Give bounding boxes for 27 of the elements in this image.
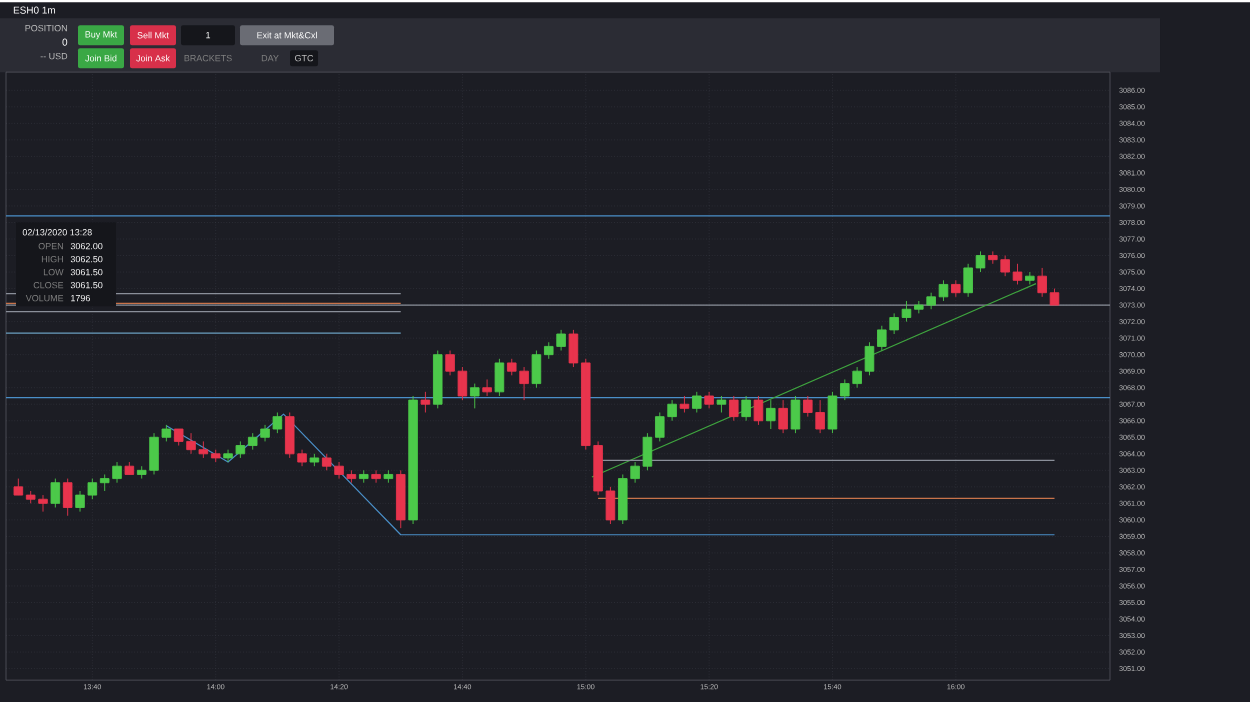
candlestick (778, 399, 788, 434)
candlestick (692, 391, 702, 413)
candlestick (371, 469, 381, 484)
candlestick (704, 391, 714, 409)
candlestick (358, 469, 369, 484)
candlestick (309, 453, 320, 467)
candlestick (741, 395, 751, 422)
candlestick (1025, 271, 1035, 285)
candlestick (494, 358, 505, 397)
candlestick (729, 395, 739, 422)
candlestick (383, 469, 394, 484)
line-series (165, 413, 1056, 536)
candlestick (50, 478, 61, 508)
candlestick (395, 469, 406, 529)
candlestick (432, 350, 443, 409)
candlestick (716, 395, 727, 413)
candlestick (753, 395, 764, 426)
candlestick (951, 279, 961, 298)
candlestick (408, 395, 418, 525)
candlestick (679, 395, 690, 413)
candlestick (469, 383, 480, 409)
candlestick (124, 461, 135, 475)
candlestick (62, 478, 73, 517)
candlestick (790, 395, 801, 434)
candlestick (482, 378, 492, 397)
candlestick (420, 391, 431, 413)
candlestick (766, 399, 776, 430)
